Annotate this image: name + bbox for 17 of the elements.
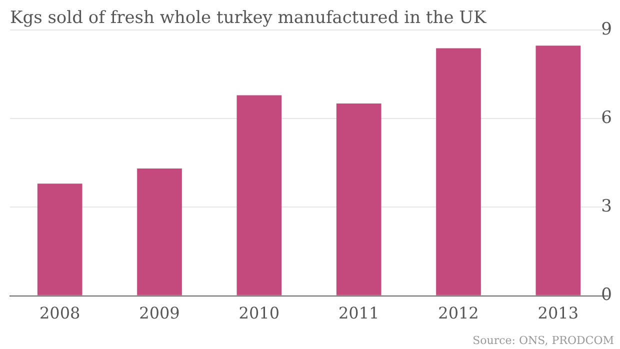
bar bbox=[37, 184, 82, 296]
x-tick-label: 2010 bbox=[238, 304, 280, 323]
bar bbox=[536, 46, 581, 296]
x-tick-label: 2009 bbox=[139, 304, 180, 323]
x-tick-label: 2008 bbox=[39, 304, 80, 323]
y-tick-label: 3 bbox=[601, 196, 612, 217]
chart-title: Kgs sold of fresh whole turkey manufactured in the UK bbox=[10, 8, 486, 28]
bar bbox=[336, 104, 382, 296]
y-tick-label: 9 bbox=[601, 19, 612, 40]
y-tick-label: 6 bbox=[601, 108, 612, 128]
bar bbox=[436, 48, 481, 296]
x-tick-label: 2013 bbox=[538, 304, 579, 323]
x-tick-label: 2011 bbox=[338, 304, 380, 323]
bar bbox=[137, 168, 182, 296]
source-note: Source: ONS, PRODCOM bbox=[472, 334, 614, 347]
x-tick-label: 2012 bbox=[438, 304, 479, 323]
bar bbox=[236, 95, 282, 296]
